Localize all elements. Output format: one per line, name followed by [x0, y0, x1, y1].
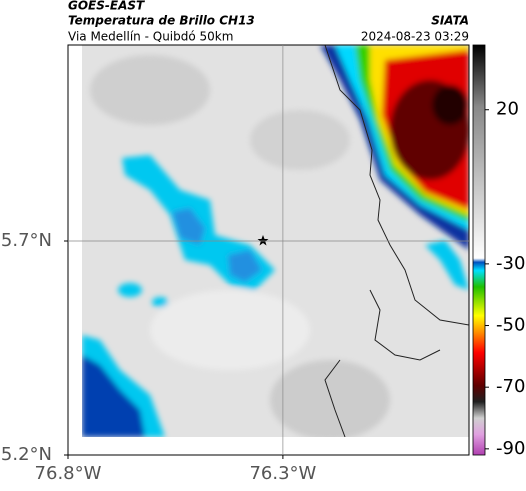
colorbar-tick-label: -70 — [496, 376, 525, 397]
colorbar-tick-label: -50 — [496, 315, 525, 336]
x-tick-label: 76.8°W — [35, 463, 102, 484]
datetime: 2024-08-23 03:29 — [361, 30, 469, 44]
satellite-image — [82, 45, 469, 437]
title: GOES-EAST — [68, 0, 145, 13]
colorbar — [472, 44, 486, 456]
subtitle: Temperatura de Brillo CH13 — [68, 14, 255, 28]
colorbar-tick-label: 20 — [496, 99, 519, 120]
y-tick-label: 5.7°N — [1, 230, 52, 251]
map-frame — [67, 44, 470, 456]
colorbar-tick-label: -30 — [496, 253, 525, 274]
y-tick-label: 5.2°N — [1, 444, 52, 465]
source: SIATA — [431, 14, 469, 28]
location-marker — [257, 235, 269, 246]
colorbar-tick-label: -90 — [496, 438, 525, 459]
location: Via Medellín - Quibdó 50km — [68, 30, 233, 44]
x-tick-label: 76.3°W — [249, 463, 316, 484]
